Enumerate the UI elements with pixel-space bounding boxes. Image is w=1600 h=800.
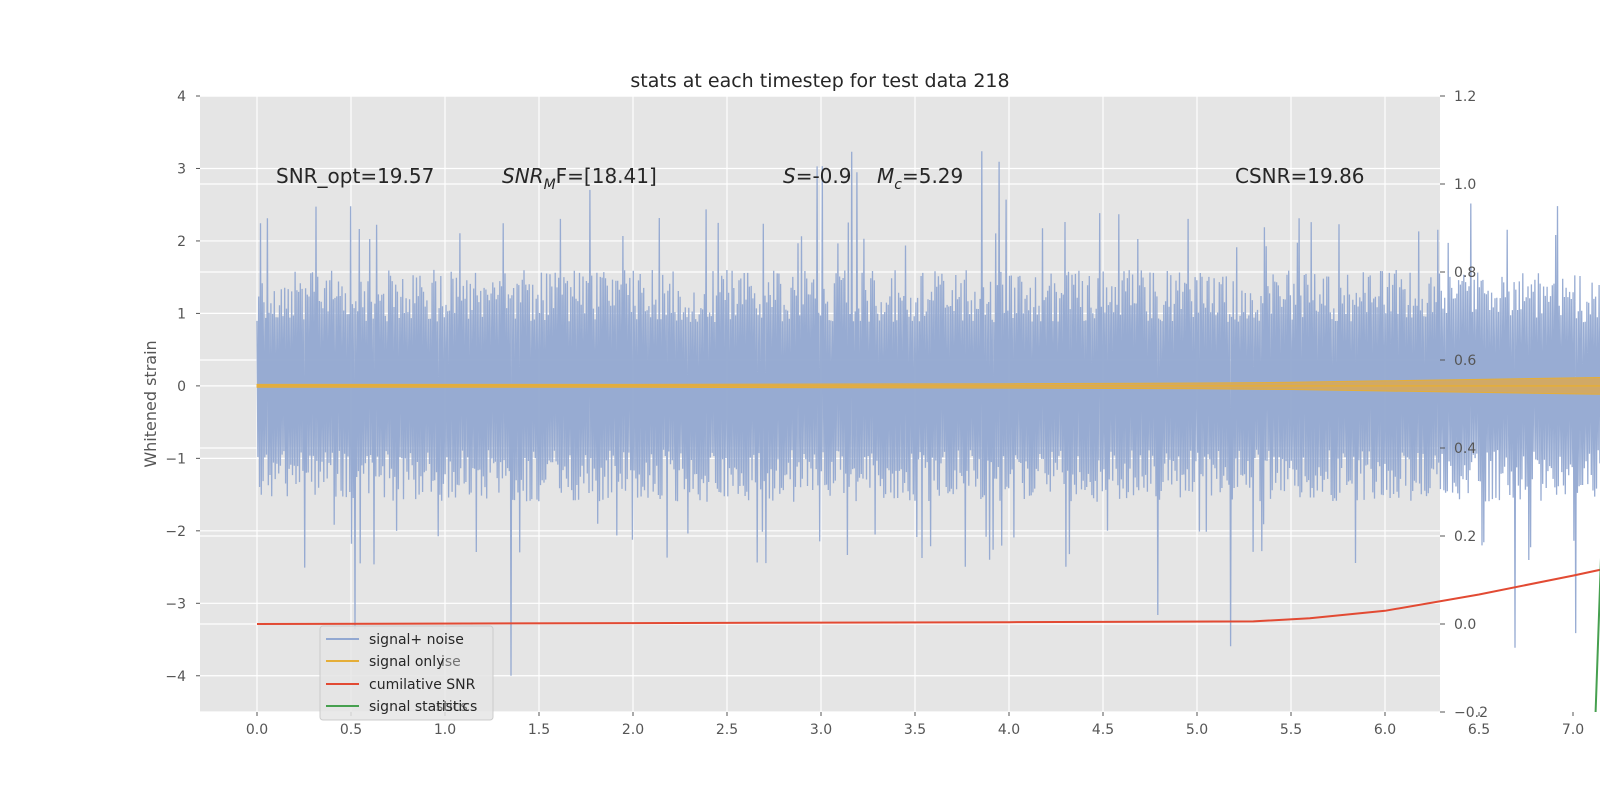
x-tick-label: 0.5 [340, 722, 362, 738]
snr-opt-annotation: SNR_opt=19.57 [276, 164, 434, 188]
x-tick-label: 3.0 [810, 722, 832, 738]
legend-box [319, 625, 494, 721]
x-tick-label: 2.5 [716, 722, 738, 738]
x-tick-label: 5.0 [1186, 722, 1208, 738]
x-tick-label: 3.5 [904, 722, 926, 738]
y-tick-label: 2 [177, 234, 186, 250]
chirp-mass-subscript: c [894, 177, 902, 193]
right-y-tick-label: −0.2 [1454, 705, 1488, 721]
y-tick-label: 3 [177, 161, 186, 177]
csnr-annotation: CSNR=19.86 [1235, 164, 1365, 188]
snr-mf-symbol: SNR [502, 164, 544, 188]
legend-label-signal-statistics: signal statistics [369, 699, 477, 715]
y-tick-label: 0 [177, 379, 186, 395]
cumulative-snr-series [256, 568, 1600, 625]
legend: ise stics signal+ noise signal only cumi… [319, 625, 494, 721]
y-tick-label: 4 [177, 89, 186, 105]
right-y-tick-label: 0.4 [1454, 441, 1476, 457]
x-tick-label: 7.0 [1562, 722, 1584, 738]
legend-ghost-noise: ise [441, 654, 461, 670]
snr-mf-subscript: M [544, 177, 556, 193]
x-tick-label: 6.0 [1374, 722, 1396, 738]
spin-value: =-0.9 [796, 164, 852, 188]
signal-only-series [256, 376, 1600, 395]
right-y-tick-label: 1.2 [1454, 89, 1476, 105]
spin-annotation: S=-0.9 [783, 164, 851, 188]
x-tick-label: 2.0 [622, 722, 644, 738]
y-tick-label: −2 [165, 524, 186, 540]
spin-symbol: S [783, 164, 796, 188]
x-tick-label: 1.5 [528, 722, 550, 738]
right-y-tick-label: 0.0 [1454, 617, 1476, 633]
y-axis-label: Whitened strain [141, 340, 160, 467]
right-y-tick-label: 1.0 [1454, 177, 1476, 193]
y-tick-label: −4 [165, 669, 186, 685]
legend-ghost-statistics: stics [436, 699, 468, 715]
y-tick-label: −3 [165, 596, 186, 612]
x-tick-label: 5.5 [1280, 722, 1302, 738]
signal-noise-line [256, 151, 1600, 676]
x-tick-label: 4.0 [998, 722, 1020, 738]
y-axis-ticks: 4 3 2 1 0 −1 −2 −3 −4 [165, 89, 200, 685]
chirp-mass-value: =5.29 [902, 164, 963, 188]
right-y-tick-label: 0.8 [1454, 265, 1476, 281]
x-tick-label: 6.5 [1468, 722, 1490, 738]
x-tick-label: 1.0 [434, 722, 456, 738]
legend-label-signal-noise: signal+ noise [369, 632, 464, 648]
y-tick-label: −1 [165, 451, 186, 467]
x-tick-label: 0.0 [246, 722, 268, 738]
snr-mf-annotation: SNRMF=[18.41] [502, 164, 657, 193]
cumulative-snr-line [256, 568, 1600, 625]
right-y-tick-label: 0.6 [1454, 353, 1476, 369]
chart-title: stats at each timestep for test data 218 [630, 70, 1009, 92]
right-y-axis-ticks: 1.2 1.0 0.8 0.6 0.4 0.2 0.0 −0.2 [1440, 89, 1488, 721]
x-axis-ticks: 0.0 0.5 1.0 1.5 2.0 2.5 3.0 3.5 4.0 4.5 5.0 5.5 6.0 6… [246, 712, 1584, 738]
chirp-mass-symbol: M [877, 164, 894, 188]
y-tick-label: 1 [177, 306, 186, 322]
right-y-tick-label: 0.2 [1454, 529, 1476, 545]
legend-label-signal-only: signal only [369, 654, 444, 670]
x-tick-label: 4.5 [1092, 722, 1114, 738]
signal-noise-series [256, 151, 1600, 676]
snr-mf-value: F=[18.41] [556, 164, 657, 188]
legend-label-cumulative-snr: cumilative SNR [369, 677, 476, 693]
chirp-mass-annotation: Mc=5.29 [877, 164, 963, 193]
